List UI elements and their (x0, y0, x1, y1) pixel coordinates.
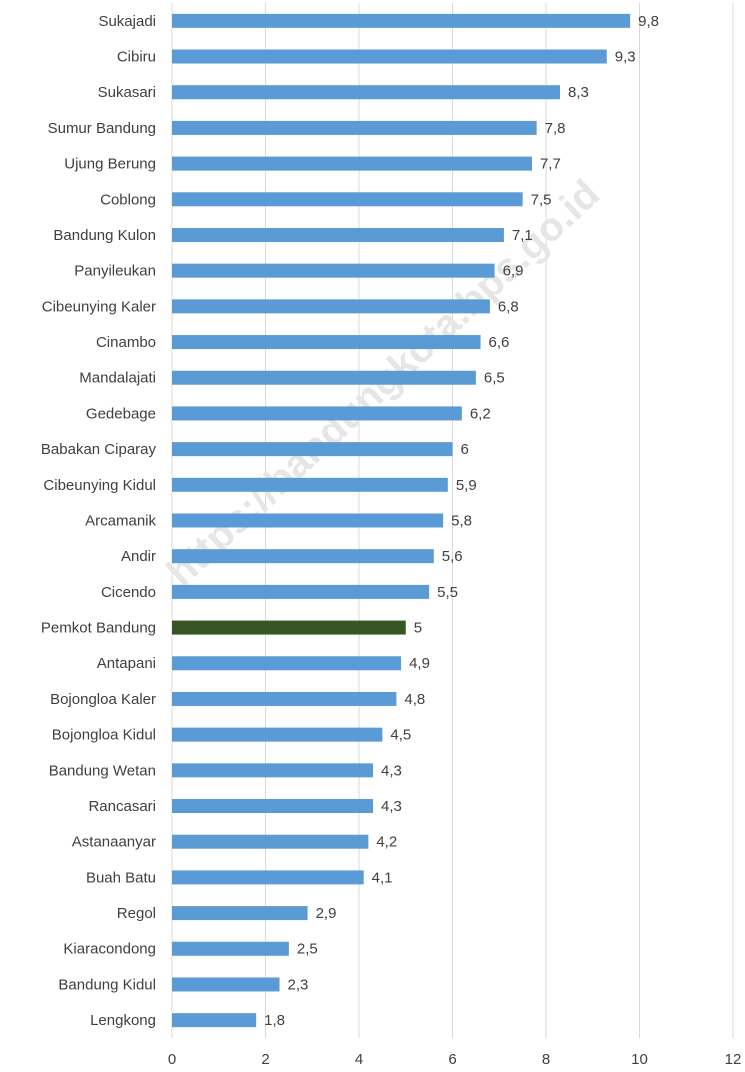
value-label: 4,3 (381, 762, 402, 779)
y-tick-label: Andir (121, 548, 156, 565)
y-tick-label: Cicendo (101, 584, 156, 601)
y-tick-label: Cinambo (96, 334, 156, 351)
y-tick-label: Buah Batu (86, 869, 156, 886)
value-label: 4,9 (409, 655, 430, 672)
value-label: 7,8 (545, 120, 566, 137)
x-tick-label: 4 (355, 1051, 363, 1068)
bar (172, 120, 537, 135)
value-label: 6,5 (484, 370, 505, 387)
bar (172, 977, 280, 992)
bar (172, 906, 308, 921)
value-label: 6,6 (489, 334, 510, 351)
bar (172, 941, 289, 956)
bar (172, 156, 532, 171)
x-tick-label: 8 (542, 1051, 550, 1068)
bar (172, 263, 495, 278)
value-label: 7,1 (512, 227, 533, 244)
value-label: 2,3 (288, 976, 309, 993)
y-tick-label: Ujung Berung (64, 156, 156, 173)
y-tick-label: Kiaracondong (63, 941, 156, 958)
value-label: 8,3 (568, 84, 589, 101)
y-tick-label: Lengkong (90, 1012, 156, 1029)
value-label: 5 (414, 620, 422, 637)
y-tick-label: Sumur Bandung (48, 120, 156, 137)
y-tick-label: Bojongloa Kaler (50, 691, 156, 708)
bar (172, 406, 462, 421)
value-label: 6,9 (503, 263, 524, 280)
value-label: 6 (461, 441, 469, 458)
value-label: 2,5 (297, 941, 318, 958)
y-tick-label: Cibiru (117, 49, 156, 66)
y-tick-label: Gedebage (86, 405, 156, 422)
value-label: 6,2 (470, 405, 491, 422)
y-tick-label: Sukasari (98, 84, 156, 101)
bar (172, 584, 430, 599)
value-label: 9,3 (615, 49, 636, 66)
y-tick-label: Arcamanik (85, 512, 156, 529)
value-label: 4,3 (381, 798, 402, 815)
value-label: 4,8 (404, 691, 425, 708)
bar (172, 442, 453, 457)
y-tick-label: Coblong (100, 191, 156, 208)
y-tick-label: Mandalajati (79, 370, 156, 387)
x-tick-label: 6 (448, 1051, 456, 1068)
y-tick-label: Antapani (97, 655, 156, 672)
bar (172, 49, 607, 64)
bar (172, 799, 374, 814)
bar (172, 691, 397, 706)
y-tick-label: Sukajadi (98, 13, 156, 30)
value-label: 7,5 (531, 191, 552, 208)
y-tick-label: Cibeunying Kaler (42, 298, 156, 315)
bar (172, 620, 406, 635)
y-tick-label: Bojongloa Kidul (52, 727, 156, 744)
bar (172, 834, 369, 849)
value-label: 5,9 (456, 477, 477, 494)
value-label: 5,6 (442, 548, 463, 565)
bar (172, 227, 504, 242)
value-label: 4,5 (390, 727, 411, 744)
y-tick-label: Bandung Kidul (58, 976, 156, 993)
value-label: 2,9 (316, 905, 337, 922)
y-tick-label: Babakan Ciparay (41, 441, 157, 458)
bar (172, 370, 476, 385)
x-tick-label: 0 (168, 1051, 176, 1068)
value-label: 6,8 (498, 298, 519, 315)
y-tick-label: Panyileukan (74, 263, 156, 280)
value-label: 5,8 (451, 512, 472, 529)
bar (172, 656, 402, 671)
x-tick-label: 2 (261, 1051, 269, 1068)
value-label: 9,8 (638, 13, 659, 30)
bar (172, 85, 561, 100)
bar (172, 477, 448, 492)
y-tick-label: Regol (117, 905, 156, 922)
value-label: 4,2 (376, 834, 397, 851)
value-label: 4,1 (372, 869, 393, 886)
y-tick-label: Bandung Wetan (49, 762, 156, 779)
bar (172, 335, 481, 350)
y-tick-label: Astanaanyar (72, 834, 156, 851)
x-tick-label: 12 (725, 1051, 742, 1068)
bar (172, 1013, 257, 1028)
bar (172, 549, 434, 564)
value-label: 7,7 (540, 156, 561, 173)
bar (172, 763, 374, 778)
x-tick-label: 10 (631, 1051, 648, 1068)
value-label: 1,8 (264, 1012, 285, 1029)
bar (172, 192, 523, 207)
y-tick-label: Rancasari (88, 798, 156, 815)
y-tick-label: Pemkot Bandung (41, 620, 156, 637)
bar (172, 727, 383, 742)
bar (172, 13, 631, 28)
bar (172, 299, 490, 314)
bar (172, 513, 444, 528)
y-tick-label: Cibeunying Kidul (43, 477, 156, 494)
value-label: 5,5 (437, 584, 458, 601)
y-tick-label: Bandung Kulon (53, 227, 156, 244)
bar (172, 870, 364, 885)
